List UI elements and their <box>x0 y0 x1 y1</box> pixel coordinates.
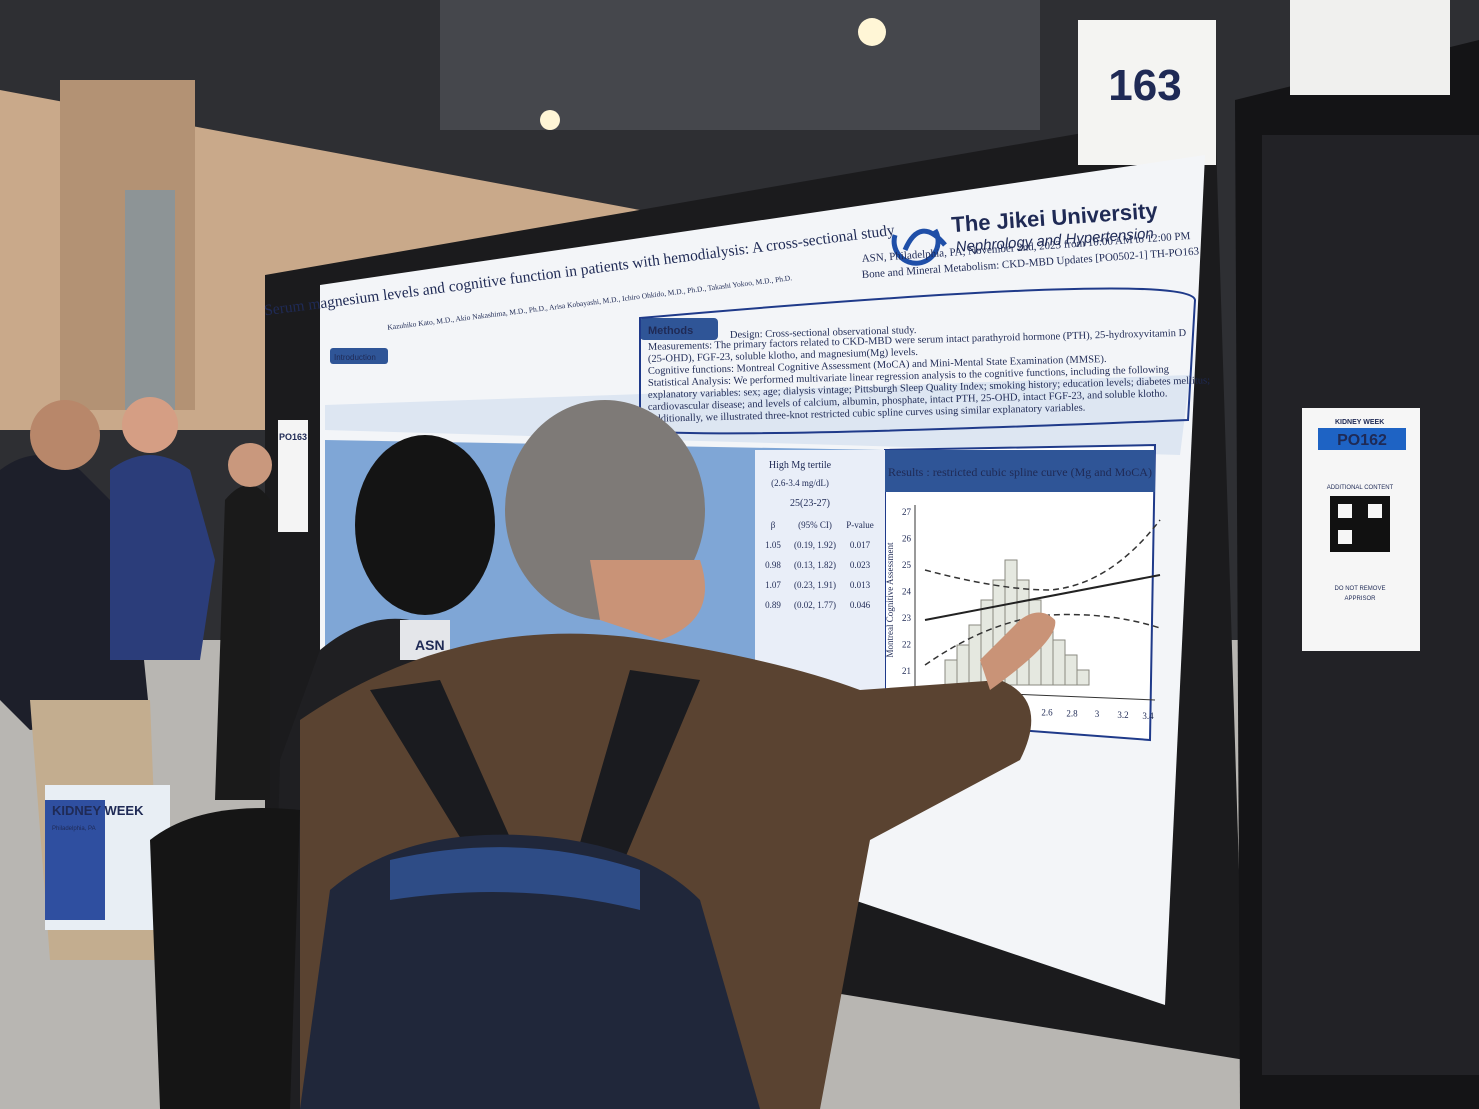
person-head <box>122 397 178 453</box>
chart-title: Results : restricted cubic spline curve … <box>888 465 1152 479</box>
chart-y-tick: 22 <box>902 640 911 650</box>
methods-frame <box>639 287 1197 435</box>
chart-y-tick: 21 <box>902 666 911 676</box>
table-cell: (0.13, 1.82) <box>794 560 836 570</box>
chart-x-tick: 3.4 <box>1142 711 1154 721</box>
chart-x-tick: 3.2 <box>1117 710 1128 720</box>
pillar-panel <box>125 190 175 410</box>
methods-label-bg <box>640 318 718 340</box>
chart-title-bar <box>885 450 1155 492</box>
bag-city: Philadelphia, PA <box>52 826 96 832</box>
table-cell: (0.19, 1.92) <box>794 540 836 550</box>
duct <box>440 0 1040 130</box>
ci-lower <box>924 613 1161 666</box>
methods-label: Methods <box>648 325 693 337</box>
light <box>540 110 560 130</box>
qr-code <box>1338 530 1352 544</box>
chart-y-tick: 27 <box>902 507 912 517</box>
backpack-panel <box>390 847 640 910</box>
chart-x-tick: 2.8 <box>1066 708 1078 718</box>
table-header: High Mg tertile <box>769 460 832 471</box>
person <box>110 455 215 660</box>
table-cell: 0.013 <box>850 580 871 590</box>
poster-text: The Jikei University Nephrology and Hype… <box>263 198 1210 425</box>
person-older-face <box>590 560 705 640</box>
intro-label-bg <box>330 348 388 364</box>
table-median: 25(23-27) <box>790 498 830 509</box>
left-sign-code: PO163 <box>279 432 307 442</box>
spline-curve <box>924 574 1161 621</box>
backpack-straps <box>370 670 700 870</box>
table-cell: 0.89 <box>765 600 781 610</box>
intro-label: Introduction <box>334 353 376 362</box>
backpack-side <box>150 808 300 1109</box>
chart-y-tick: 25 <box>902 560 912 570</box>
bag-brand: KIDNEY WEEK <box>52 803 144 818</box>
table-cell: 0.023 <box>850 560 871 570</box>
table-cell: 1.07 <box>765 580 781 590</box>
table-cell: (0.02, 1.77) <box>794 600 836 610</box>
chart-x-tick: 3 <box>1095 709 1100 719</box>
booth-card <box>1078 20 1216 165</box>
backpack <box>300 834 760 1109</box>
table-column-header: (95% CI) <box>798 520 832 530</box>
table-range: (2.6-3.4 mg/dL) <box>771 478 829 488</box>
qr-code <box>1368 504 1382 518</box>
table-cell: 0.046 <box>850 600 871 610</box>
next-sign-code: PO162 <box>1337 432 1387 449</box>
next-sign-warning: DO NOT REMOVE <box>1335 586 1386 592</box>
chart-y-tick: 23 <box>902 613 912 623</box>
person <box>215 485 270 800</box>
light <box>858 18 886 46</box>
person-older-hand <box>980 612 1056 690</box>
next-sign-additional: ADDITIONAL CONTENT <box>1327 485 1394 491</box>
chart-y-label: Montreal Cognitive Assessment <box>885 542 895 657</box>
left-sign <box>278 420 308 532</box>
table-cell: 0.98 <box>765 560 781 570</box>
chart-y-tick: 26 <box>902 534 912 544</box>
table-cell: 1.05 <box>765 540 781 550</box>
methods-line: Design: Cross-sectional observational st… <box>730 325 917 341</box>
person-young-head <box>355 435 495 615</box>
next-sign-brand: KIDNEY WEEK <box>1335 419 1384 426</box>
university-logo <box>891 228 947 266</box>
qr-code <box>1338 504 1352 518</box>
booth-card <box>1290 0 1450 95</box>
table-cell: 0.017 <box>850 540 871 550</box>
table-column-header: P-value <box>846 520 874 530</box>
chart-x-tick: 2.6 <box>1041 708 1053 718</box>
next-sign-provider: APPRISOR <box>1344 596 1376 602</box>
table-column-header: β <box>771 520 776 530</box>
person-head <box>30 400 100 470</box>
ci-upper <box>924 519 1161 591</box>
lanyard-text: ASN <box>415 637 445 653</box>
chart-y-tick: 24 <box>902 587 912 597</box>
booth-number: 163 <box>1108 61 1181 110</box>
tote-bag-print <box>45 800 105 920</box>
person-head <box>228 443 272 487</box>
next-sign-code-bg <box>1318 428 1406 450</box>
table-cell: (0.23, 1.91) <box>794 580 836 590</box>
